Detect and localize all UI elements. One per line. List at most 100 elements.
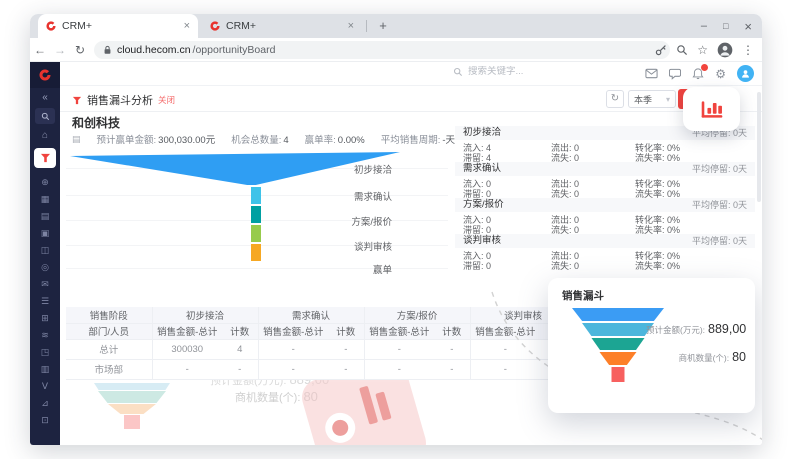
sidebar-item[interactable]: ▤ xyxy=(40,211,50,221)
scrollbar-thumb[interactable] xyxy=(757,92,761,202)
sidebar-item[interactable]: ⊡ xyxy=(41,415,49,425)
refresh-button[interactable]: ↻ xyxy=(606,90,624,108)
stage-stats-block: 谈判审核 平均停留: 0天 流入: 0 流出: 0 转化率: 0% 滞留: 0 流失: … xyxy=(455,234,755,271)
popup-stat-amount: 预计金额(万元): 889,00 xyxy=(646,322,747,336)
funnel-label: 初步接洽 xyxy=(353,165,392,176)
hecom-logo xyxy=(30,62,60,88)
notification-badge xyxy=(701,64,709,71)
department-link[interactable]: 市场部 xyxy=(66,359,152,380)
mail-icon[interactable] xyxy=(645,68,658,79)
app-main: 预计金额(万元): 889,00 商机数量(个): 80 xyxy=(60,62,762,445)
new-tab-button[interactable]: + xyxy=(379,18,387,33)
sub-header: 计数 xyxy=(434,323,471,340)
module-tab-row: 销售漏斗分析 关闭 ↻ 本季 ▾ xyxy=(60,86,762,112)
col-header: 销售阶段 xyxy=(66,307,152,324)
back-button[interactable]: ← xyxy=(34,42,46,57)
sidebar-item[interactable]: ☰ xyxy=(40,296,50,306)
tab-divider xyxy=(366,20,367,32)
stage-header: 方案/报价 xyxy=(363,307,471,324)
tab-close-icon[interactable]: × xyxy=(183,20,190,32)
sidebar-item[interactable]: ▥ xyxy=(40,364,50,374)
summary-bar: ▤ 预计赢单金额: 300,030.00元 机会总数量: 4 赢单率: 0.00% 平… xyxy=(72,133,456,147)
popup-title: 销售漏斗 xyxy=(562,290,604,302)
amount-link[interactable]: 300030 xyxy=(151,339,222,360)
sub-header: 销售金额-总计 xyxy=(151,323,222,340)
sub-header: 销售金额-总计 xyxy=(363,323,435,340)
sidebar-item[interactable]: ◫ xyxy=(40,245,50,255)
popup-stat-count: 商机数量(个): 80 xyxy=(678,350,746,364)
sidebar-item[interactable]: ◎ xyxy=(41,262,49,272)
sub-header: 销售金额-总计 xyxy=(469,323,541,340)
browser-tabstrip: CRM+ × CRM+ × + – □ × xyxy=(30,14,762,38)
window-maximize-button[interactable]: □ xyxy=(722,21,729,31)
tab-close-icon[interactable]: × xyxy=(347,20,354,32)
password-key-icon[interactable] xyxy=(655,44,667,56)
sidebar-item[interactable]: ⊞ xyxy=(41,313,49,323)
sidebar-item[interactable]: ✉ xyxy=(41,279,49,289)
funnel-label: 赢单 xyxy=(372,265,392,276)
app-sidebar: « ⌂ ⊕ ▦ ▤ ▣ ◫ ◎ ✉ ☰ ⊞ ≋ ◳ ▥ Ⅴ ⊿ ⊡ xyxy=(30,62,60,445)
url-domain: cloud.hecom.cn xyxy=(117,44,191,56)
funnel-icon xyxy=(72,96,82,104)
stage-header: 初步接洽 xyxy=(151,307,259,324)
sidebar-item[interactable]: ▦ xyxy=(40,194,50,204)
notifications-bell[interactable] xyxy=(692,64,709,80)
favicon-hecom-icon xyxy=(46,21,56,31)
chart-feature-card xyxy=(683,87,740,131)
search-input[interactable] xyxy=(468,66,578,77)
sidebar-item[interactable]: ≋ xyxy=(41,330,49,340)
bookmark-star-icon[interactable]: ☆ xyxy=(697,43,708,57)
stage-stats-block: 需求确认 平均停留: 0天 流入: 0 流出: 0 转化率: 0% 滞留: 0 流失: … xyxy=(455,162,755,199)
sidebar-item[interactable]: ⊿ xyxy=(41,398,49,408)
browser-menu-kebab-icon[interactable]: ⋮ xyxy=(742,43,754,57)
tab-close-badge[interactable]: 关闭 xyxy=(158,95,176,105)
sales-funnel-popup-card: 销售漏斗 预计金额(万元): 889,00 商机数量(个): 80 xyxy=(548,278,755,413)
sidebar-item[interactable]: ⊕ xyxy=(41,177,49,187)
browser-tab-inactive[interactable]: CRM+ × xyxy=(202,14,362,38)
user-avatar[interactable] xyxy=(737,65,754,82)
url-path: /opportunityBoard xyxy=(192,44,276,56)
sidebar-search-button[interactable] xyxy=(35,108,55,124)
sub-header: 计数 xyxy=(222,323,259,340)
bell-icon xyxy=(692,68,704,80)
sub-header: 销售金额-总计 xyxy=(257,323,329,340)
sub-header: 计数 xyxy=(328,323,365,340)
window-close-button[interactable]: × xyxy=(744,18,752,34)
sidebar-collapse-button[interactable]: « xyxy=(42,92,48,103)
tab-title: CRM+ xyxy=(226,20,257,32)
company-name: 和创科技 xyxy=(72,116,121,130)
sidebar-item[interactable]: Ⅴ xyxy=(41,381,49,391)
app-frame: « ⌂ ⊕ ▦ ▤ ▣ ◫ ◎ ✉ ☰ ⊞ ≋ ◳ ▥ Ⅴ ⊿ ⊡ xyxy=(30,62,762,445)
funnel-label: 需求确认 xyxy=(353,192,392,203)
stage-stats-block: 方案/报价 平均停留: 0天 流入: 0 流出: 0 转化率: 0% 滞留: 0 流失:… xyxy=(455,198,755,235)
browser-profile-avatar[interactable] xyxy=(717,42,733,58)
funnel-label: 方案/报价 xyxy=(351,217,392,228)
sidebar-item[interactable]: ▣ xyxy=(40,228,50,238)
sidebar-item[interactable]: ◳ xyxy=(40,347,50,357)
chevron-down-icon: ▾ xyxy=(665,94,670,104)
period-select[interactable]: 本季 ▾ xyxy=(628,90,676,108)
chat-icon[interactable] xyxy=(669,68,682,80)
bar-chart-icon xyxy=(701,101,722,118)
search-icon xyxy=(453,67,463,76)
window-minimize-button[interactable]: – xyxy=(700,20,707,32)
summary-list-icon: ▤ xyxy=(72,133,81,144)
settings-gear-icon[interactable]: ⚙ xyxy=(715,66,726,81)
reload-button[interactable]: ↻ xyxy=(74,42,86,57)
tab-sales-funnel-analysis[interactable]: 销售漏斗分析 关闭 xyxy=(72,92,175,108)
url-bar[interactable]: cloud.hecom.cn/opportunityBoard xyxy=(94,41,670,59)
stage-stats-block: 初步接洽 平均停留: 0天 流入: 4 流出: 0 转化率: 0% 滞留: 4 流失: … xyxy=(455,126,755,163)
global-search[interactable] xyxy=(453,66,578,77)
funnel-stage-3 xyxy=(251,206,261,223)
browser-addressbar: ← → ↻ cloud.hecom.cn/opportunityBoard ☆ … xyxy=(30,38,762,62)
browser-tab-active[interactable]: CRM+ × xyxy=(38,14,198,38)
sidebar-home-item[interactable]: ⌂ xyxy=(41,130,49,141)
zoom-icon[interactable] xyxy=(676,44,688,56)
tab-title: CRM+ xyxy=(62,20,93,32)
forward-button[interactable]: → xyxy=(54,42,66,57)
sidebar-item-sales-funnel-active[interactable] xyxy=(34,148,56,168)
funnel-stage-2 xyxy=(251,187,261,204)
count-link[interactable]: 4 xyxy=(222,339,259,360)
lock-icon xyxy=(103,45,112,55)
funnel-icon xyxy=(40,153,50,163)
